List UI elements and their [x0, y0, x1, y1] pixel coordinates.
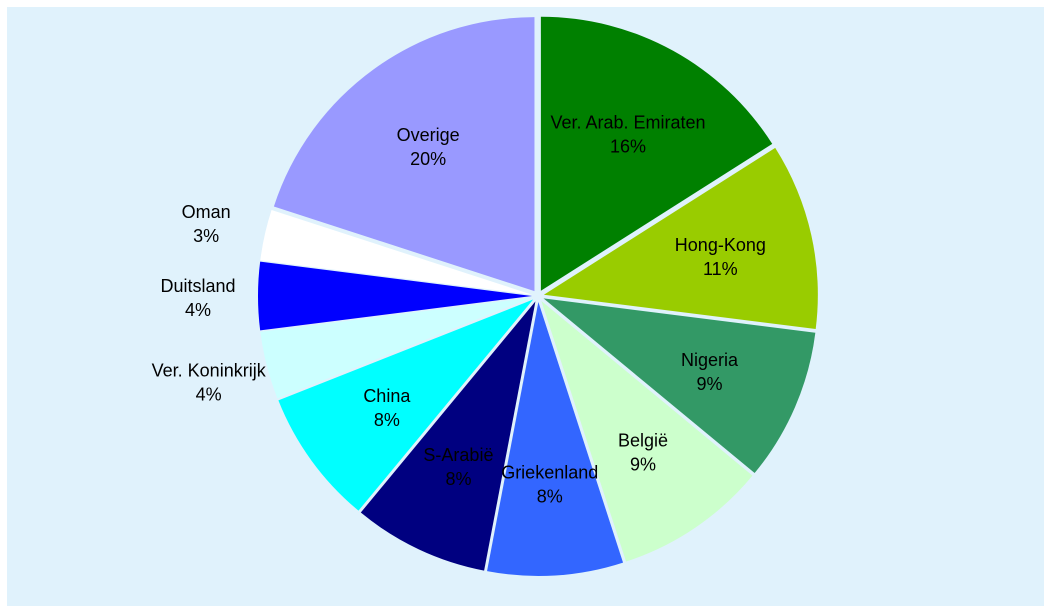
- pie-label-name: Hong-Kong: [675, 235, 766, 255]
- pie-label-overige: Overige 20%: [397, 125, 460, 169]
- pie-slice-ver-koninkrijk: [260, 297, 533, 399]
- pie-label-percent: 3%: [193, 226, 219, 246]
- chart-area: Ver. Arab. Emiraten 16% Hong-Kong 11% Nigeri…: [7, 7, 1044, 606]
- pie-label-name: Ver. Koninkrijk: [152, 361, 267, 381]
- pie-slice-oman: [260, 210, 533, 295]
- pie-chart: Ver. Arab. Emiraten 16% Hong-Kong 11% Nigeri…: [152, 16, 818, 576]
- pie-slice-overige: [273, 17, 535, 292]
- pie-label-duitsland: Duitsland 4%: [160, 276, 235, 320]
- pie-label-name: S-Arabië: [423, 445, 493, 465]
- pie-slice-ver-arab-emiraten: [540, 16, 773, 291]
- pie-label-name: Griekenland: [501, 462, 598, 482]
- pie-label-nigeria: Nigeria 9%: [681, 350, 739, 394]
- pie-label-name: Oman: [182, 202, 231, 222]
- pie-label-percent: 8%: [445, 469, 471, 489]
- pie-label-percent: 16%: [610, 136, 646, 156]
- pie-label-name: China: [363, 386, 411, 406]
- pie-label-belgie: België 9%: [618, 431, 668, 475]
- pie-slice-s-arabie: [360, 301, 536, 571]
- pie-label-name: Ver. Arab. Emiraten: [550, 112, 705, 132]
- pie-label-percent: 8%: [537, 486, 563, 506]
- pie-label-ver-arab-emiraten: Ver. Arab. Emiraten 16%: [550, 112, 705, 156]
- pie-label-china: China 8%: [363, 386, 411, 430]
- pie-label-name: Overige: [397, 125, 460, 145]
- pie-label-name: Duitsland: [160, 276, 235, 296]
- pie-slice-griekenland: [487, 301, 624, 576]
- pie-label-s-arabie: S-Arabië 8%: [423, 445, 493, 489]
- pie-labels: Ver. Arab. Emiraten 16% Hong-Kong 11% Nigeri…: [152, 112, 766, 506]
- pie-label-name: Nigeria: [681, 350, 739, 370]
- pie-label-percent: 4%: [196, 385, 222, 405]
- pie-label-percent: 9%: [696, 374, 722, 394]
- pie-slices: [257, 16, 818, 576]
- pie-slice-belgie: [541, 300, 753, 562]
- pie-label-name: België: [618, 431, 668, 451]
- pie-slice-nigeria: [543, 298, 816, 474]
- pie-slice-china: [278, 299, 534, 511]
- pie-label-hong-kong: Hong-Kong 11%: [675, 235, 766, 279]
- pie-label-ver-koninkrijk: Ver. Koninkrijk 4%: [152, 361, 267, 405]
- pie-label-percent: 8%: [374, 410, 400, 430]
- pie-slice-duitsland: [257, 261, 532, 331]
- pie-label-oman: Oman 3%: [182, 202, 231, 246]
- pie-label-percent: 9%: [630, 455, 656, 475]
- pie-label-percent: 11%: [703, 259, 738, 279]
- pie-label-percent: 4%: [185, 300, 211, 320]
- pie-slice-hong-kong: [543, 147, 818, 330]
- pie-label-griekenland: Griekenland 8%: [501, 462, 598, 506]
- pie-label-percent: 20%: [410, 149, 446, 169]
